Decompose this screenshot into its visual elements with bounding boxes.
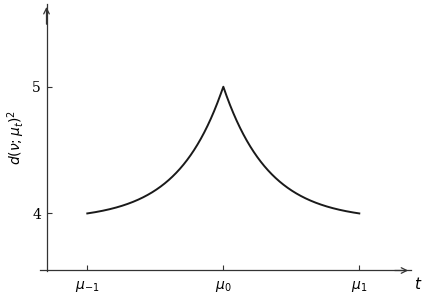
Y-axis label: $d(\nu; \mu_t)^2$: $d(\nu; \mu_t)^2$ <box>5 110 26 165</box>
Text: $t$: $t$ <box>414 276 422 291</box>
